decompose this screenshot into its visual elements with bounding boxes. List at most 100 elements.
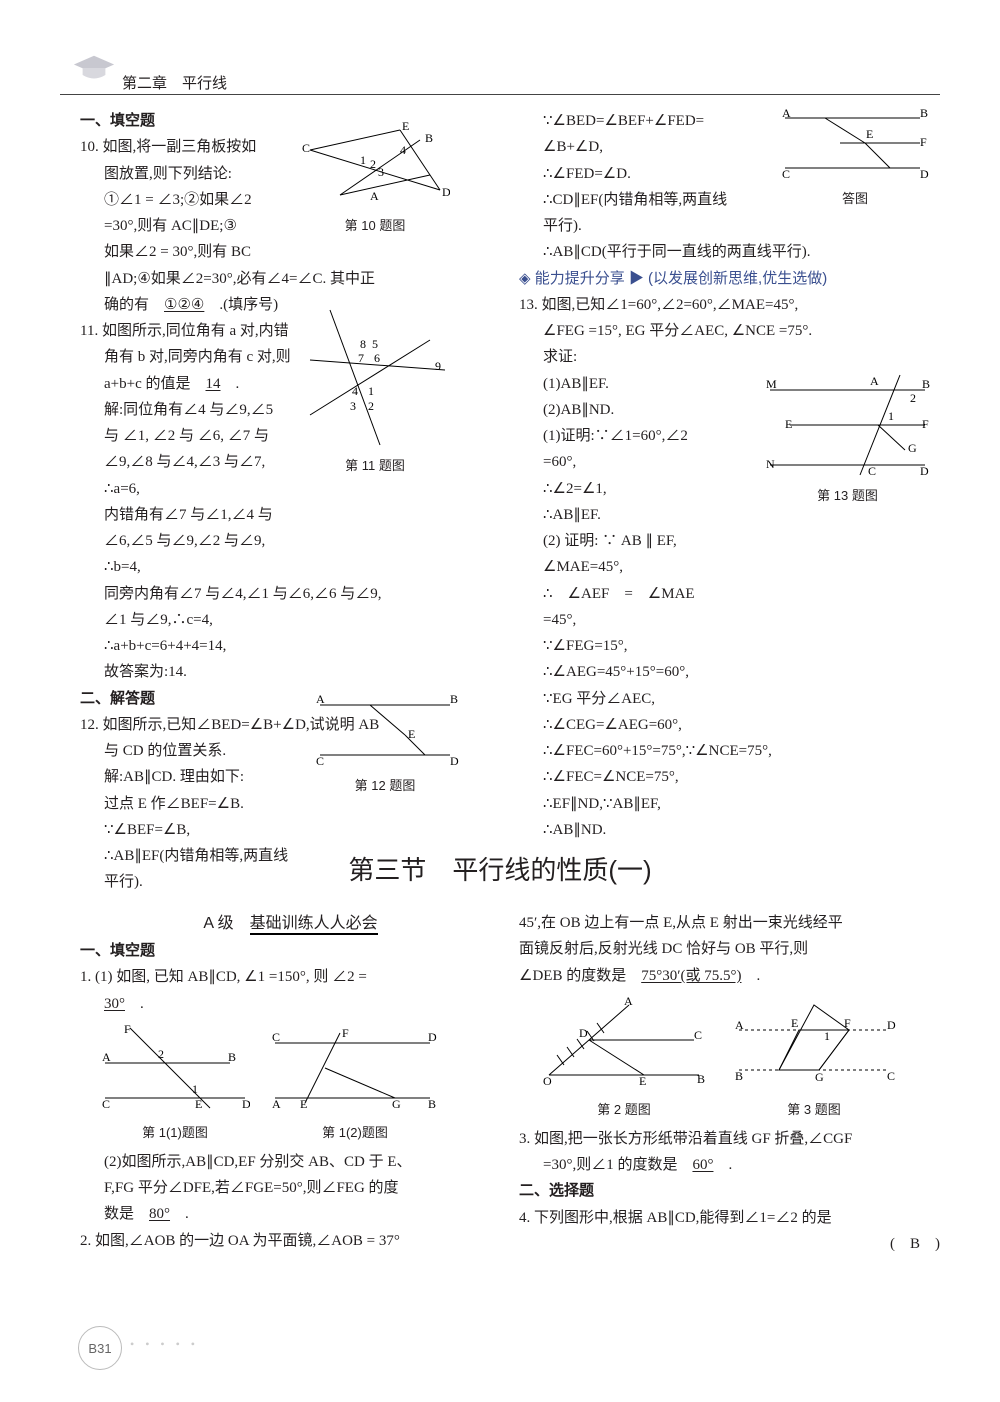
q1-ans2: 80°	[149, 1206, 170, 1222]
svg-text:3: 3	[378, 165, 384, 179]
svg-text:F: F	[920, 135, 927, 149]
fig23-row: A B C D E O 第 2 题图 A D B C	[539, 995, 940, 1122]
svg-text:A: A	[316, 692, 325, 706]
svg-text:3: 3	[350, 399, 356, 413]
q13-proof: ∴∠AEG=45°+15°=60°,	[519, 659, 940, 685]
svg-text:G: G	[392, 1097, 401, 1111]
fig10-caption: 第 10 题图	[300, 215, 450, 234]
q13-proof: ∴EF∥ND,∵AB∥EF,	[519, 791, 940, 817]
fig12: A B C D E 第 12 题图	[310, 690, 460, 794]
fig3: A D B C E F G 1 第 3 题图	[729, 995, 899, 1122]
paren-l: (	[890, 1236, 910, 1252]
q1-ans-line: 30° .	[80, 991, 501, 1017]
q13-proof: ∴∠CEG=∠AEG=60°,	[519, 712, 940, 738]
q1-2-line: 数是 80° .	[80, 1201, 501, 1227]
q12-cont: ∴AB∥CD(平行于同一直线的两直线平行).	[519, 239, 940, 265]
q3-post: .	[713, 1157, 732, 1173]
fig13: M A B 2 E 1 F G N C D 第 13 题图	[760, 370, 935, 504]
svg-text:A: A	[370, 189, 379, 203]
q13-proof: (2) 证明: ∵ AB ∥ EF,	[519, 528, 940, 554]
q11-sol: 同旁内角有∠7 与∠4,∠1 与∠6,∠6 与∠9,	[80, 581, 501, 607]
svg-text:A: A	[735, 1018, 744, 1032]
q2-cont: ∠DEB 的度数是 75°30′(或 75.5°) .	[519, 963, 940, 989]
svg-text:E: E	[300, 1097, 307, 1111]
svg-text:M: M	[766, 377, 777, 391]
fig11-caption: 第 11 题图	[300, 455, 450, 474]
q1-2-line: F,FG 平分∠DFE,若∠FGE=50°,则∠FEG 的度	[80, 1175, 501, 1201]
svg-text:A: A	[782, 108, 791, 120]
q1-line: 1. (1) 如图, 已知 AB∥CD, ∠1 =150°, 则 ∠2 =	[80, 964, 501, 990]
svg-text:G: G	[908, 441, 917, 455]
svg-text:1: 1	[192, 1082, 198, 1096]
svg-text:C: C	[782, 167, 790, 181]
fig11: 8 5 7 6 9 4 1 3 2 第 11 题图	[300, 300, 450, 474]
fig1a: A B C D E F 2 1 第 1(1)题图	[100, 1023, 250, 1145]
svg-text:D: D	[242, 1097, 250, 1111]
svg-text:A: A	[102, 1050, 111, 1064]
svg-text:C: C	[102, 1097, 110, 1111]
ability-hdr-b: ▶ (以发展创新思维,优生选做)	[629, 270, 827, 287]
q4-answer-line: ( B )	[519, 1231, 940, 1257]
fig12-caption: 第 12 题图	[310, 775, 460, 794]
svg-text:A: A	[272, 1097, 281, 1111]
svg-text:2: 2	[158, 1047, 164, 1061]
q11-sol: ∴b=4,	[80, 554, 501, 580]
svg-text:B: B	[922, 377, 930, 391]
q2-cont: 45′,在 OB 边上有一点 E,从点 E 射出一束光线经平	[519, 910, 940, 936]
lower-right-col: 45′,在 OB 边上有一点 E,从点 E 射出一束光线经平 面镜反射后,反射光…	[519, 910, 940, 1257]
q13-proof: ∠MAE=45°,	[519, 554, 940, 580]
q13-line: 求证:	[519, 344, 940, 370]
svg-text:O: O	[543, 1074, 552, 1088]
svg-text:1: 1	[360, 153, 366, 167]
level-a: A 级	[203, 915, 233, 932]
svg-text:B: B	[428, 1097, 436, 1111]
q4-answer: B	[910, 1236, 920, 1252]
svg-text:E: E	[785, 417, 792, 431]
svg-text:D: D	[920, 167, 929, 181]
q13-proof: ∴∠FEC=60°+15°=75°,∵∠NCE=75°,	[519, 738, 940, 764]
svg-text:B: B	[425, 131, 433, 145]
paren-r: )	[920, 1236, 940, 1252]
q11-pre: a+b+c 的值是	[104, 376, 206, 392]
ability-hdr-a: 能力提升分享	[535, 270, 625, 287]
fig13-caption: 第 13 题图	[760, 485, 935, 504]
q12-sol: 过点 E 作∠BEF=∠B.	[80, 791, 501, 817]
q13-line: ∠FEG =15°, EG 平分∠AEC, ∠NCE =75°.	[519, 318, 940, 344]
svg-text:B: B	[735, 1069, 743, 1083]
q13-proof: ∴AB∥ND.	[519, 817, 940, 843]
q11-sol: 故答案为:14.	[80, 659, 501, 685]
svg-text:B: B	[920, 108, 928, 120]
q10-line: 如果∠2 = 30°,则有 BC	[80, 239, 501, 265]
svg-text:7: 7	[358, 351, 364, 365]
q10-pre: 确的有	[104, 297, 164, 313]
ans-fig: A B C D E F 答图	[780, 108, 930, 207]
q13-line: 13. 如图,已知∠1=60°,∠2=60°,∠MAE=45°,	[519, 292, 940, 318]
svg-text:B: B	[697, 1072, 705, 1086]
level-sub: 基础训练人人必会	[250, 915, 378, 935]
svg-text:A: A	[870, 374, 879, 388]
svg-text:A: A	[624, 995, 633, 1008]
fig2-caption: 第 2 题图	[539, 1099, 709, 1122]
q10-answer: ①②④	[164, 297, 204, 313]
svg-text:6: 6	[374, 351, 380, 365]
svg-text:D: D	[579, 1026, 588, 1040]
q2-pre: ∠DEB 的度数是	[519, 968, 641, 984]
q4-line: 4. 下列图形中,根据 AB∥CD,能得到∠1=∠2 的是	[519, 1205, 940, 1231]
sec-fill-blanks-2: 一、填空题	[80, 938, 501, 964]
fig2: A B C D E O 第 2 题图	[539, 995, 709, 1122]
svg-text:2: 2	[368, 399, 374, 413]
chapter-header: 第二章 平行线	[122, 72, 227, 93]
fig1b-caption: 第 1(2)题图	[270, 1122, 440, 1145]
svg-text:F: F	[844, 1016, 851, 1030]
q11-post: .	[221, 376, 240, 392]
q13-proof: =45°,	[519, 607, 940, 633]
svg-text:D: D	[887, 1018, 896, 1032]
q1-post: .	[125, 996, 144, 1012]
svg-text:F: F	[922, 417, 929, 431]
svg-text:F: F	[124, 1023, 131, 1036]
q11-sol: ∴a=6,	[80, 476, 501, 502]
q11-sol: ∴a+b+c=6+4+4=14,	[80, 633, 501, 659]
svg-text:1: 1	[888, 409, 894, 423]
q13-proof: ∴∠FEC=∠NCE=75°,	[519, 764, 940, 790]
svg-text:G: G	[815, 1070, 824, 1084]
